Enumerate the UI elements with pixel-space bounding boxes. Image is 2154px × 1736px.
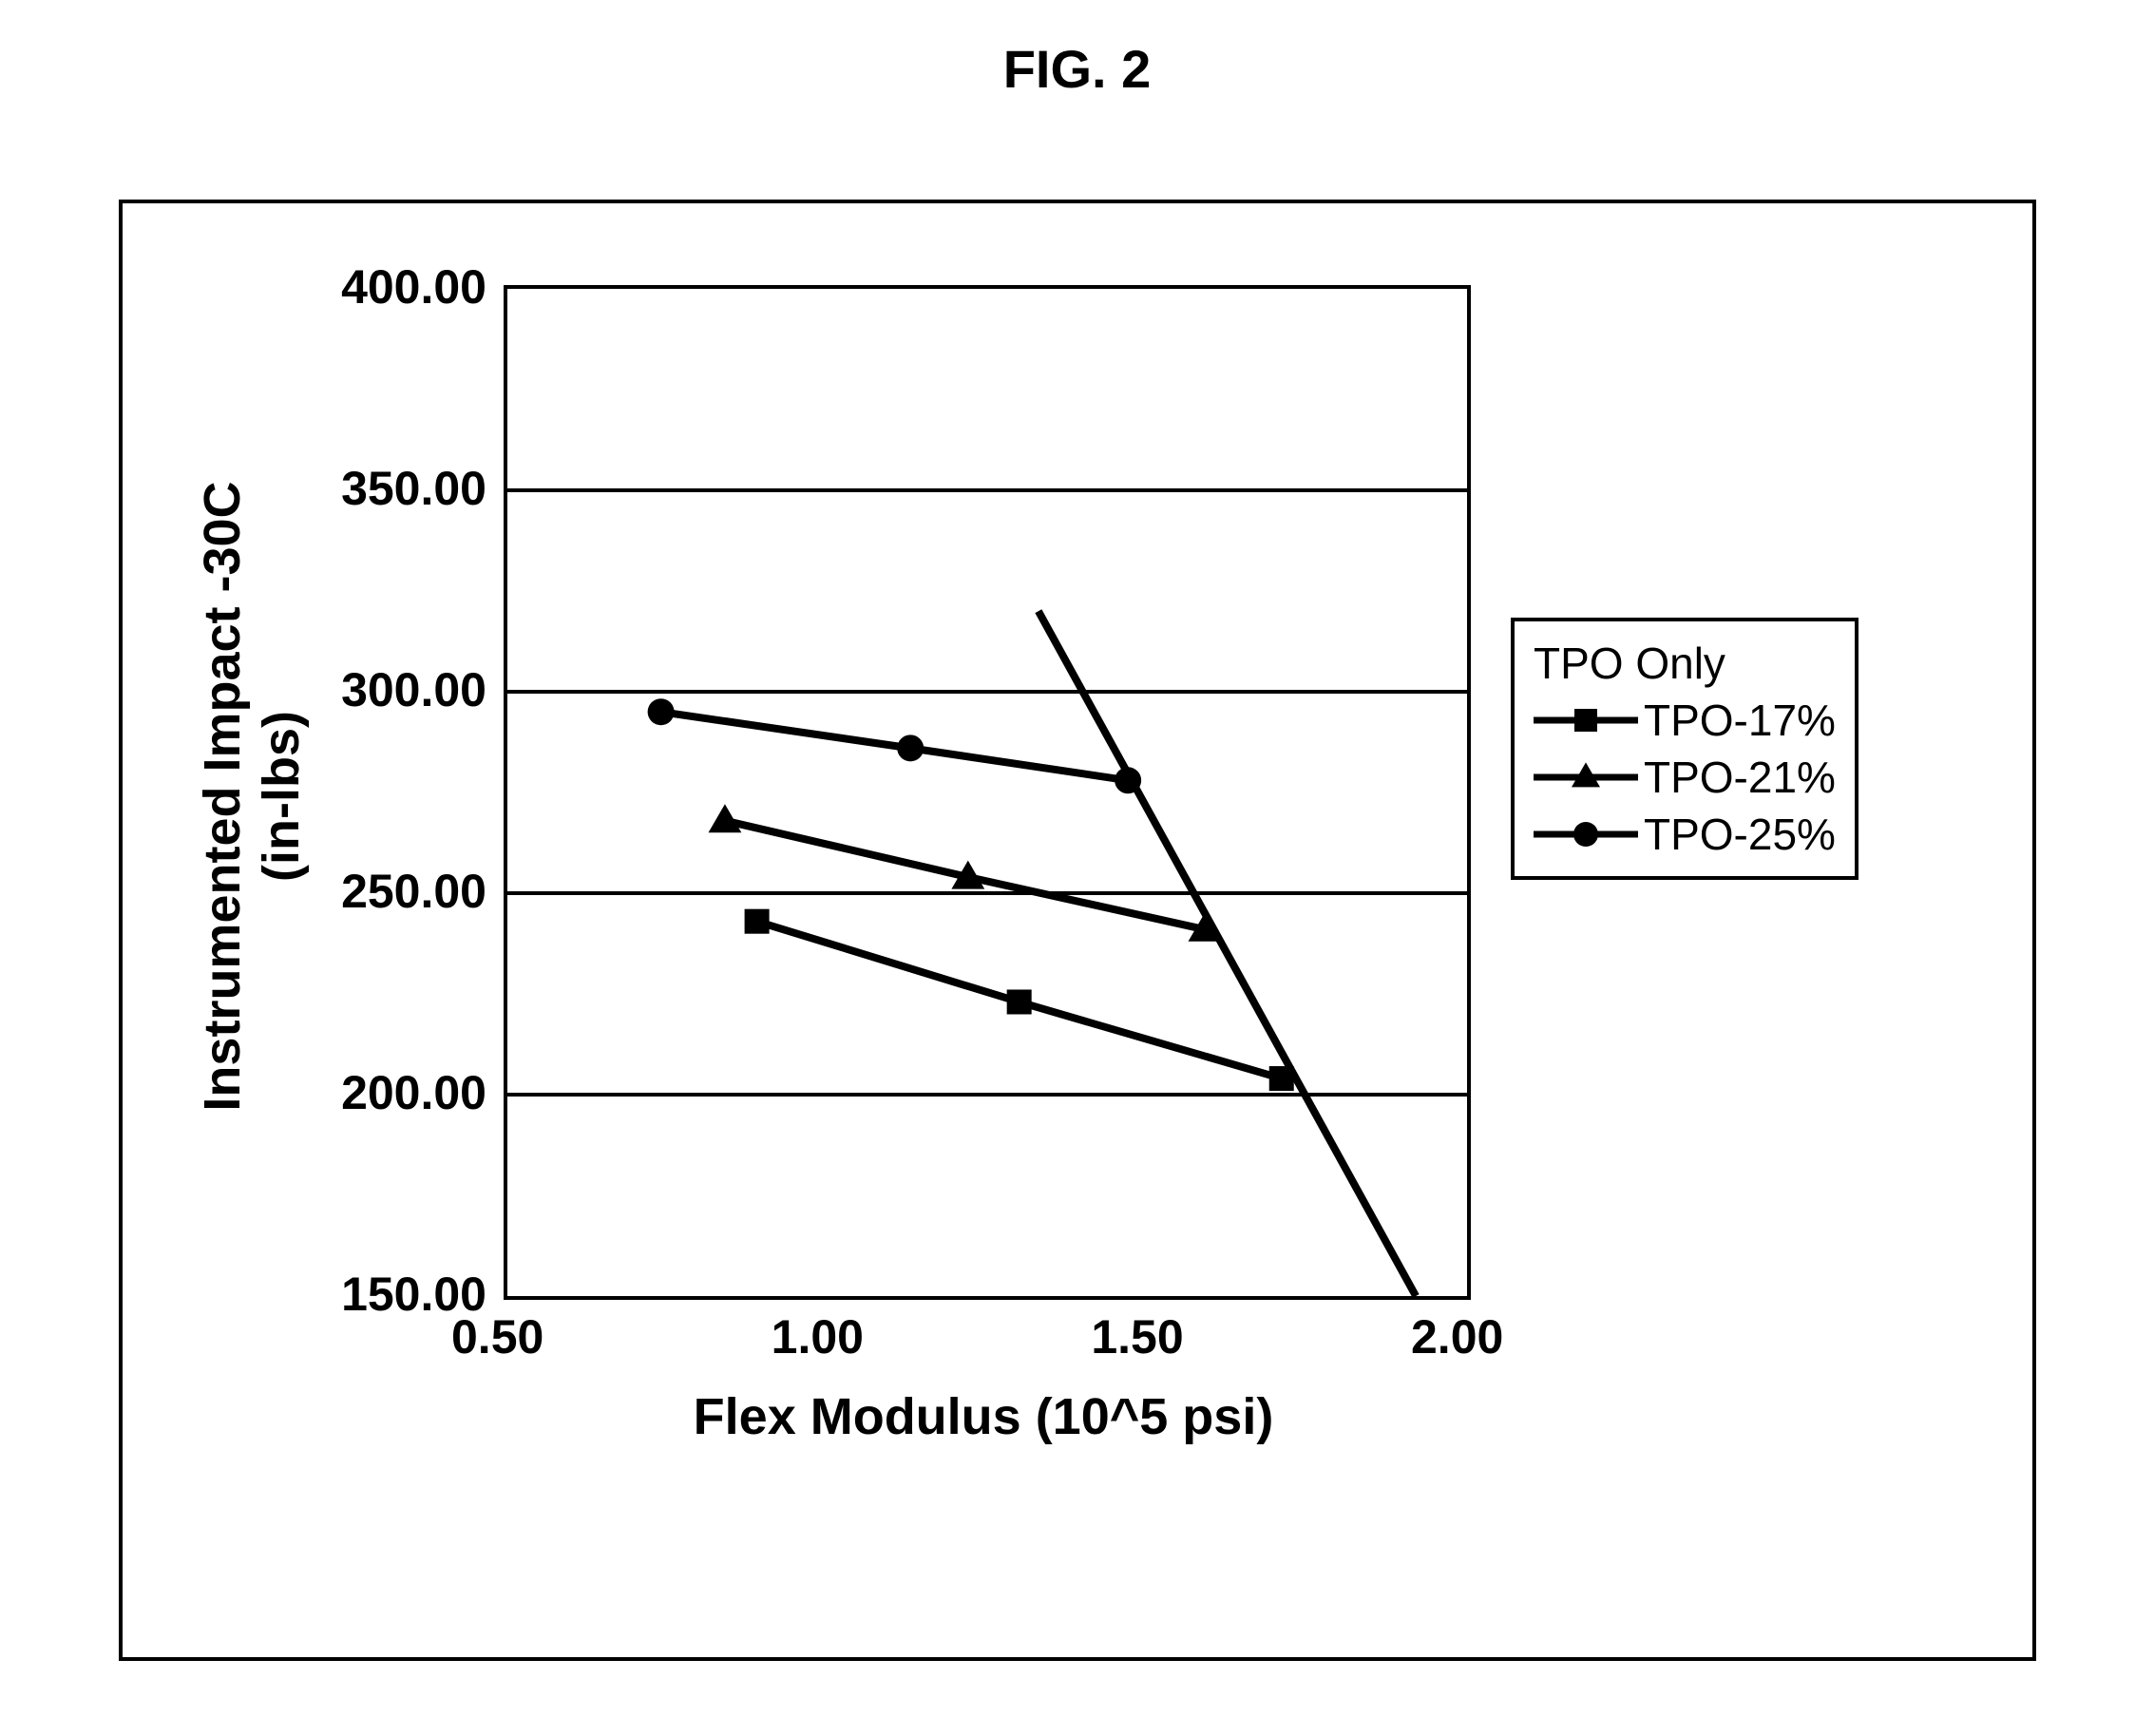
legend-glyph [1534, 815, 1638, 853]
series-marker [1007, 989, 1032, 1014]
gridline [507, 891, 1467, 895]
series-marker [897, 734, 924, 761]
y-axis-label-line2: (in-lbs) [252, 293, 311, 1300]
legend-label: TPO-21% [1644, 752, 1836, 803]
y-axis-label: Instrumented Impact -30C (in-lbs) [193, 293, 311, 1300]
series-marker [745, 909, 770, 934]
series-line [1039, 611, 1416, 1296]
legend-item: TPO-17% [1534, 692, 1836, 749]
figure-title: FIG. 2 [0, 38, 2154, 100]
page: FIG. 2 150.00200.00250.00300.00350.00400… [0, 0, 2154, 1736]
series-marker [709, 804, 742, 832]
series-line [661, 712, 1129, 780]
legend-label: TPO-25% [1644, 809, 1836, 860]
y-tick-label: 350.00 [341, 461, 486, 516]
x-tick-label: 1.00 [772, 1309, 864, 1364]
series-marker [648, 698, 675, 725]
y-tick-label: 300.00 [341, 662, 486, 717]
legend-glyph [1534, 701, 1638, 739]
legend-label: TPO-17% [1644, 695, 1836, 746]
gridline [507, 1093, 1467, 1097]
series-layer [507, 289, 1467, 1296]
y-axis-label-line1: Instrumented Impact -30C [193, 293, 252, 1300]
legend-item: TPO-21% [1534, 749, 1836, 806]
x-axis-label: Flex Modulus (10^5 psi) [504, 1387, 1463, 1446]
x-tick-label: 1.50 [1091, 1309, 1183, 1364]
legend-item: TPO-25% [1534, 806, 1836, 863]
gridline [507, 488, 1467, 492]
x-tick-label: 2.00 [1411, 1309, 1503, 1364]
x-tick-label: 0.50 [451, 1309, 543, 1364]
legend-glyph [1534, 758, 1638, 796]
legend: TPO Only TPO-17% TPO-21% TPO-25% [1511, 618, 1859, 880]
triangle-icon [1572, 762, 1600, 787]
gridline [507, 690, 1467, 694]
y-tick-label: 200.00 [341, 1065, 486, 1120]
series-marker [1269, 1066, 1294, 1091]
series-marker [1115, 767, 1141, 793]
y-tick-label: 400.00 [341, 259, 486, 315]
square-icon [1574, 709, 1597, 732]
plot-area [504, 285, 1471, 1300]
y-tick-label: 250.00 [341, 864, 486, 919]
legend-item: TPO Only [1534, 635, 1836, 692]
legend-label: TPO Only [1534, 638, 1725, 689]
circle-icon [1573, 822, 1598, 847]
